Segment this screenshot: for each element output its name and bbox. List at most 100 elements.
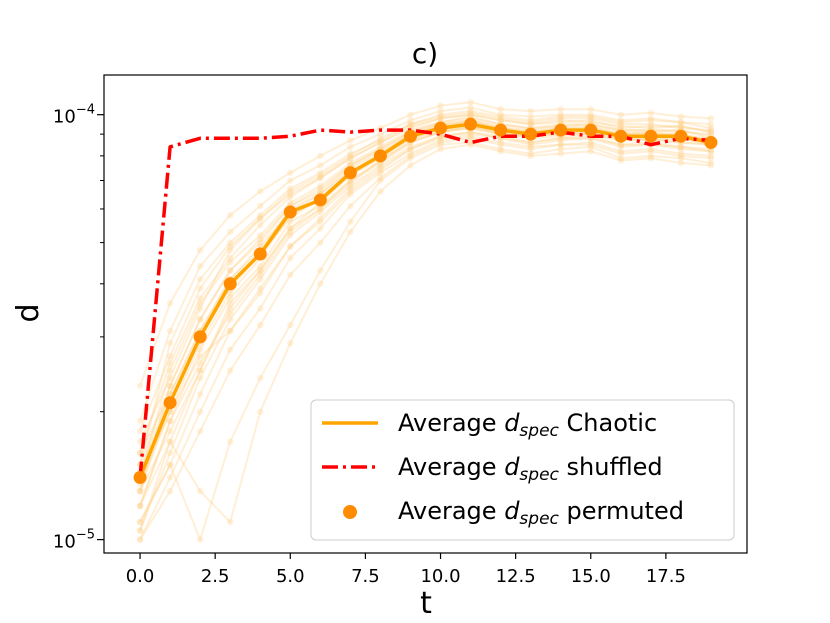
background-trace-point (677, 159, 685, 167)
background-trace-point (527, 152, 534, 160)
background-trace-point (287, 225, 294, 232)
x-tick-label: 17.5 (646, 566, 686, 587)
series-point-permuted (554, 123, 568, 137)
background-trace-point (707, 159, 715, 167)
background-trace-point (677, 143, 685, 151)
background-trace-point (166, 374, 174, 382)
background-trace-point (467, 130, 474, 138)
y-tick-label: 10−5 (53, 528, 95, 553)
series-point-permuted (494, 123, 508, 137)
background-trace-point (166, 461, 174, 468)
background-trace-point (437, 115, 444, 122)
background-trace (139, 119, 712, 492)
background-trace-point (377, 169, 384, 176)
background-trace-point (497, 139, 504, 146)
background-trace-point (196, 353, 204, 360)
series-point-permuted (403, 129, 417, 143)
background-trace-point (437, 111, 444, 118)
background-trace-point (287, 169, 294, 176)
background-trace-point (377, 137, 384, 144)
background-trace-point (647, 122, 655, 130)
background-trace-point (497, 141, 504, 148)
background-trace-point (166, 360, 174, 367)
legend-permuted-subscript: spec (519, 509, 559, 529)
background-trace (139, 106, 712, 422)
background-trace-point (587, 117, 594, 124)
background-trace-point (677, 155, 685, 162)
series-point-permuted (464, 117, 478, 131)
background-trace-point (257, 374, 264, 382)
background-trace-point (437, 139, 444, 146)
background-trace-point (527, 107, 534, 115)
background-trace-point (347, 202, 354, 210)
legend-label-permuted: Average dspec permuted (398, 497, 684, 529)
background-trace-point (557, 135, 564, 142)
background-trace-point (587, 148, 594, 155)
background-trace-point (257, 290, 264, 297)
background-trace-point (497, 148, 504, 155)
background-trace-point (287, 232, 294, 239)
series-point-permuted (343, 166, 357, 180)
background-trace-point (196, 246, 204, 254)
background-trace-point (467, 111, 474, 118)
background-trace (139, 133, 712, 478)
background-trace-point (677, 150, 685, 157)
background-trace-point (196, 408, 204, 415)
legend-shuffled-main: Average (398, 453, 504, 481)
background-trace-point (227, 246, 234, 254)
background-trace-point (317, 185, 324, 192)
background-trace-point (407, 143, 414, 151)
background-trace-point (257, 215, 264, 222)
background-trace-point (136, 518, 144, 526)
series-point-permuted (283, 205, 297, 219)
x-tick-label: 7.5 (351, 566, 380, 587)
background-trace-point (287, 254, 294, 262)
legend: Average dspec Chaotic Average dspec shuf… (310, 399, 735, 541)
background-trace-point (257, 321, 264, 329)
background-trace-point (136, 502, 144, 510)
background-trace-point (557, 106, 564, 113)
background-trace-point (257, 212, 264, 219)
background-trace-point (527, 120, 534, 128)
background-trace-point (227, 327, 234, 335)
background-trace-point (227, 310, 234, 317)
background-trace-point (557, 145, 564, 153)
background-trace-point (677, 113, 685, 120)
background-trace-point (617, 119, 624, 126)
y-tick-label: 10−4 (53, 103, 95, 128)
background-trace-point (136, 536, 144, 543)
background-trace-point (287, 243, 294, 250)
background-trace-point (347, 218, 354, 225)
background-trace-point (196, 367, 204, 374)
background-trace-point (677, 122, 685, 130)
background-trace-point (707, 115, 715, 122)
background-trace-point (407, 145, 414, 153)
background-trace-point (196, 316, 204, 323)
series-point-permuted (133, 471, 147, 485)
background-trace-point (377, 139, 384, 146)
background-trace-point (557, 141, 564, 148)
x-tick-label: 0.0 (126, 566, 155, 587)
background-trace-point (527, 113, 534, 120)
background-trace-point (166, 438, 174, 445)
background-trace-point (497, 117, 504, 124)
background-trace (139, 113, 712, 454)
background-trace-point (166, 339, 174, 347)
background-trace-point (677, 119, 685, 126)
background-trace-point (437, 141, 444, 148)
background-trace-point (227, 316, 234, 323)
background-trace-point (707, 148, 715, 155)
background-trace-point (287, 243, 294, 250)
background-trace-point (707, 124, 715, 132)
background-trace-point (227, 267, 234, 274)
background-trace-point (257, 221, 264, 229)
series-point-permuted (373, 149, 387, 163)
background-trace-point (227, 239, 234, 246)
background-trace-point (527, 139, 534, 146)
background-trace-point (136, 427, 144, 435)
background-trace-point (347, 182, 354, 190)
background-trace-point (587, 113, 594, 120)
background-trace-point (467, 109, 474, 117)
background-trace-point (557, 150, 564, 157)
background-trace-point (257, 285, 264, 292)
